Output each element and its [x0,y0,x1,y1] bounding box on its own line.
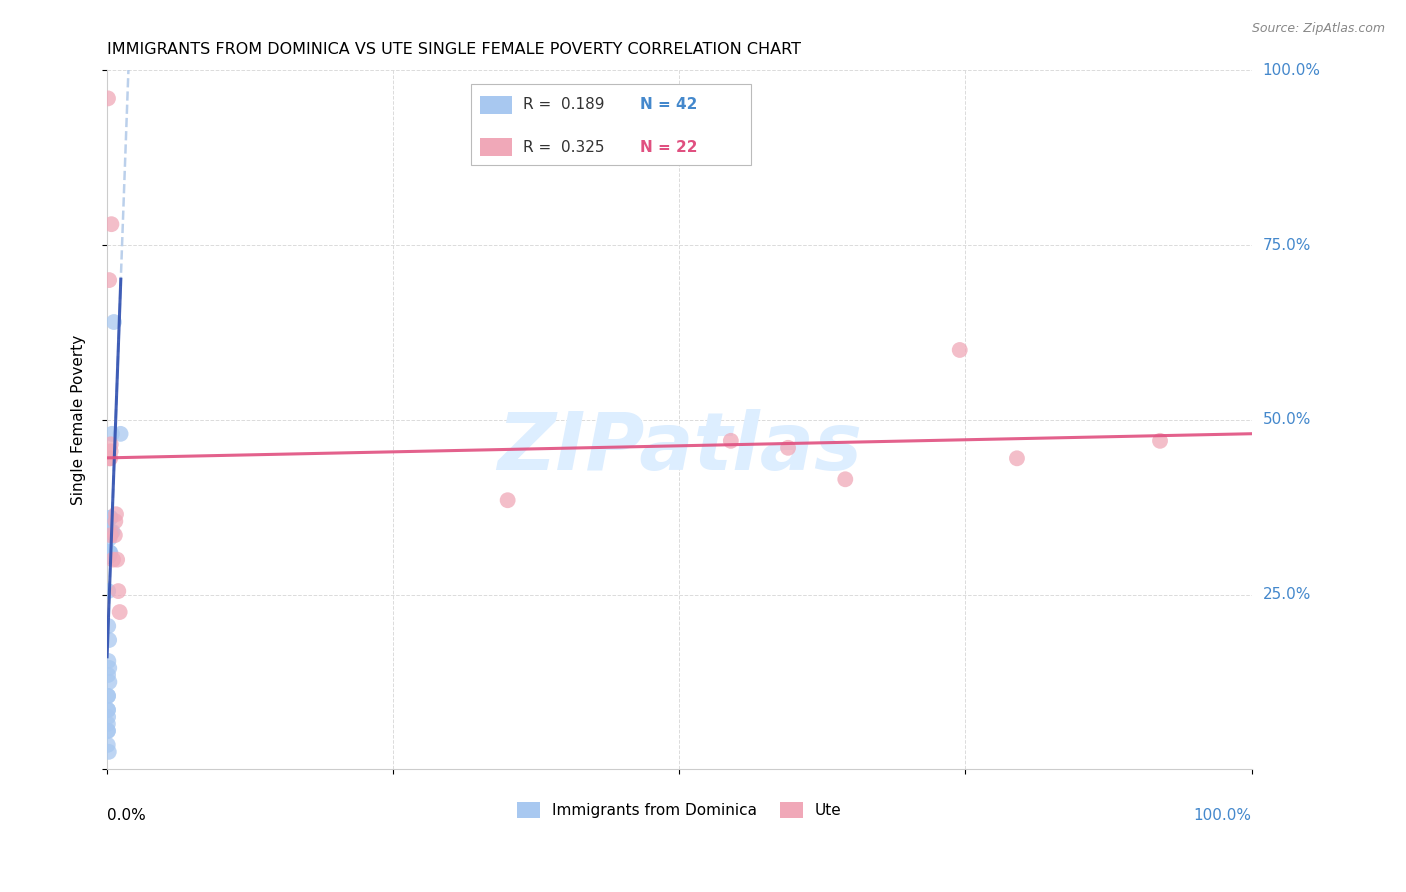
Text: IMMIGRANTS FROM DOMINICA VS UTE SINGLE FEMALE POVERTY CORRELATION CHART: IMMIGRANTS FROM DOMINICA VS UTE SINGLE F… [107,42,801,57]
Text: 50.0%: 50.0% [1263,412,1310,427]
Point [100,528,122,542]
Text: 75.0%: 75.0% [1263,237,1310,252]
Point [98,451,121,466]
FancyBboxPatch shape [471,85,751,165]
Point [949,343,972,357]
Point [105,552,128,566]
Point [98,524,121,539]
Point [97,738,120,752]
Point [97,619,120,633]
Y-axis label: Single Female Poverty: Single Female Poverty [72,334,86,505]
Point [97,710,120,724]
Text: N = 42: N = 42 [640,97,697,112]
Point [720,434,742,448]
Point [98,532,121,546]
Point [110,426,132,441]
Point [98,633,121,648]
Point [107,584,129,599]
Point [108,605,131,619]
Point [97,717,120,731]
Text: 0.0%: 0.0% [107,808,146,822]
FancyBboxPatch shape [481,95,512,114]
Point [104,514,127,528]
Point [97,546,120,560]
Point [105,507,128,521]
Point [834,472,856,486]
Point [101,426,124,441]
Point [98,546,121,560]
Point [100,524,122,539]
Text: Source: ZipAtlas.com: Source: ZipAtlas.com [1251,22,1385,36]
FancyBboxPatch shape [481,138,512,156]
Point [101,552,124,566]
Text: R =  0.325: R = 0.325 [523,140,605,155]
Point [97,91,120,105]
Point [97,668,120,682]
Point [97,549,120,563]
Legend: Immigrants from Dominica, Ute: Immigrants from Dominica, Ute [510,797,848,824]
Point [98,661,121,675]
Point [97,689,120,703]
Point [98,546,121,560]
Point [98,549,121,563]
Point [496,493,519,508]
Point [100,546,122,560]
Point [97,723,120,738]
Point [100,444,122,458]
Text: N = 22: N = 22 [640,140,697,155]
Point [1005,451,1028,466]
Text: 100.0%: 100.0% [1194,808,1251,822]
Text: 25.0%: 25.0% [1263,587,1310,602]
Point [100,217,122,231]
Point [103,315,125,329]
Point [776,441,799,455]
Point [98,524,121,539]
Point [97,546,120,560]
Point [97,703,120,717]
Point [1149,434,1171,448]
Point [98,546,121,560]
Point [97,547,120,561]
Text: 100.0%: 100.0% [1263,63,1320,78]
Point [98,675,121,690]
Point [100,510,122,524]
Text: ZIPatlas: ZIPatlas [496,409,862,487]
Point [101,524,124,539]
Point [97,654,120,668]
Point [97,546,120,560]
Point [98,451,121,466]
Point [97,703,120,717]
Point [97,584,120,599]
Point [97,723,120,738]
Point [97,546,120,560]
Point [97,549,120,563]
Point [97,546,120,560]
Point [98,524,121,539]
Point [97,745,120,759]
Point [98,510,121,524]
Text: R =  0.189: R = 0.189 [523,97,605,112]
Point [104,528,127,542]
Point [100,437,122,451]
Point [97,689,120,703]
Point [98,273,121,287]
Point [100,524,122,539]
